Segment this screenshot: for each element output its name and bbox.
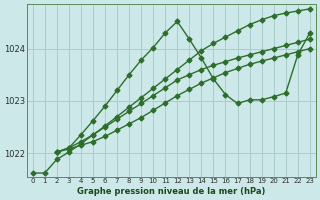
X-axis label: Graphe pression niveau de la mer (hPa): Graphe pression niveau de la mer (hPa) [77, 187, 266, 196]
